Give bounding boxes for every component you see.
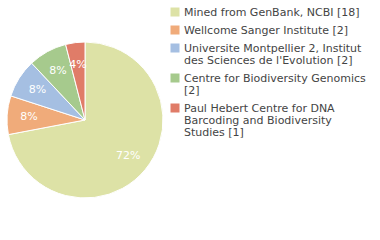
svg-text:4%: 4% [69, 58, 86, 71]
svg-text:Wellcome Sanger Institute [2]: Wellcome Sanger Institute [2] [184, 24, 348, 37]
svg-text:72%: 72% [116, 149, 140, 162]
svg-text:8%: 8% [20, 110, 37, 123]
svg-text:Paul Hebert Centre for DNABarc: Paul Hebert Centre for DNABarcoding and … [184, 102, 335, 139]
svg-text:Mined from GenBank, NCBI [18]: Mined from GenBank, NCBI [18] [184, 6, 360, 19]
svg-text:8%: 8% [29, 83, 46, 96]
svg-text:Universite Montpellier 2, Inst: Universite Montpellier 2, Institutdes Sc… [184, 42, 362, 67]
svg-text:Centre for Biodiversity Genomi: Centre for Biodiversity Genomics[2] [184, 72, 366, 97]
svg-text:8%: 8% [49, 64, 66, 77]
